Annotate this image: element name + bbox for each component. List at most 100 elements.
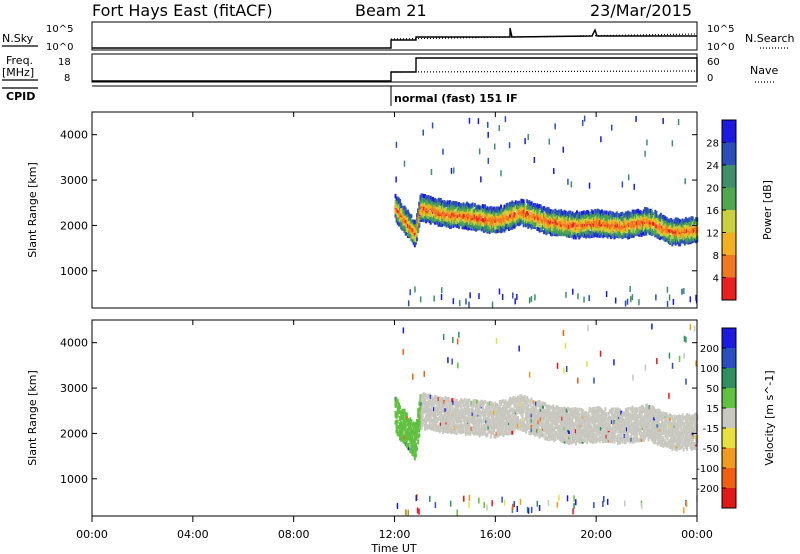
echo-cell <box>460 203 463 208</box>
echo-cell <box>556 405 559 410</box>
echo-cell <box>599 420 602 425</box>
echo-speckle <box>565 291 567 298</box>
echo-cell <box>480 399 483 404</box>
echo-cell <box>580 211 583 216</box>
echo-cell <box>405 222 408 227</box>
echo-cell <box>484 212 487 217</box>
echo-cell <box>473 427 476 432</box>
echo-cell <box>571 439 574 444</box>
echo-cell <box>478 419 481 424</box>
echo-cell <box>394 213 397 218</box>
echo-cell <box>561 425 564 430</box>
echo-cell <box>431 425 434 430</box>
echo-speckle <box>469 292 471 299</box>
echo-cell <box>420 425 423 430</box>
echo-cell <box>570 428 573 433</box>
echo-cell <box>514 420 517 425</box>
echo-cell <box>602 416 605 421</box>
echo-cell <box>416 426 419 431</box>
echo-cell <box>416 232 419 237</box>
echo-cell <box>608 423 611 428</box>
echo-cell <box>458 224 461 229</box>
echo-cell <box>513 224 516 229</box>
echo-cell <box>517 209 520 214</box>
echo-cell <box>589 211 592 216</box>
echo-speckle <box>431 122 434 129</box>
echo-cell <box>603 424 606 429</box>
echo-cell <box>497 406 500 411</box>
echo-cell <box>561 429 564 434</box>
echo-cell <box>551 435 554 440</box>
echo-cell <box>553 430 556 435</box>
echo-cell <box>659 217 662 222</box>
echo-cell <box>670 236 673 241</box>
echo-cell <box>420 218 423 223</box>
echo-cell <box>408 446 411 451</box>
echo-cell <box>409 224 412 229</box>
echo-cell <box>399 410 402 415</box>
echo-cell <box>465 416 468 421</box>
echo-cell <box>671 224 674 229</box>
echo-cell <box>400 437 403 442</box>
echo-cell <box>406 223 409 228</box>
echo-cell <box>443 415 446 420</box>
echo-cell <box>404 420 407 425</box>
echo-cell <box>488 213 491 218</box>
echo-cell <box>442 406 445 411</box>
echo-cell <box>475 204 478 209</box>
echo-cell <box>527 211 530 216</box>
echo-cell <box>420 211 423 216</box>
echo-cell <box>688 224 691 229</box>
echo-cell <box>631 233 634 238</box>
echo-cell <box>419 421 422 426</box>
echo-cell <box>519 418 522 423</box>
echo-cell <box>422 206 425 211</box>
echo-cell <box>545 223 548 228</box>
echo-cell <box>608 215 611 220</box>
echo-cell <box>428 204 431 209</box>
echo-cell <box>499 218 502 223</box>
echo-cell <box>530 219 533 224</box>
echo-cell <box>687 219 690 224</box>
echo-cell <box>493 422 496 427</box>
echo-cell <box>458 221 461 226</box>
echo-cell <box>470 426 473 431</box>
echo-cell <box>605 427 608 432</box>
echo-cell <box>593 227 596 232</box>
echo-cell <box>417 219 420 224</box>
echo-cell <box>420 202 423 207</box>
echo-cell <box>529 202 532 207</box>
echo-cell <box>409 438 412 443</box>
echo-cell <box>447 402 450 407</box>
echo-cell <box>598 413 601 418</box>
echo-cell <box>448 225 451 230</box>
echo-cell <box>489 225 492 230</box>
echo-cell <box>397 222 400 227</box>
echo-cell <box>446 420 449 425</box>
echo-cell <box>464 203 467 208</box>
echo-cell <box>565 229 568 234</box>
echo-cell <box>598 430 601 435</box>
echo-cell <box>597 208 600 213</box>
echo-cell <box>437 213 440 218</box>
echo-cell <box>469 412 472 417</box>
echo-cell <box>582 413 585 418</box>
echo-cell <box>479 432 482 437</box>
echo-cell <box>499 407 502 412</box>
echo-cell <box>662 235 665 240</box>
echo-cell <box>590 212 593 217</box>
echo-cell <box>471 406 474 411</box>
echo-cell <box>530 430 533 435</box>
echo-cell <box>395 424 398 429</box>
echo-cell <box>537 413 540 418</box>
echo-cell <box>396 406 399 411</box>
echo-cell <box>475 413 478 418</box>
echo-cell <box>663 230 666 235</box>
echo-cell <box>473 399 476 404</box>
echo-cell <box>410 224 413 229</box>
echo-cell <box>603 227 606 232</box>
echo-cell <box>477 430 480 435</box>
echo-cell <box>519 410 522 415</box>
echo-cell <box>648 209 651 214</box>
power-colorbar-label: Power [dB] <box>761 180 774 240</box>
